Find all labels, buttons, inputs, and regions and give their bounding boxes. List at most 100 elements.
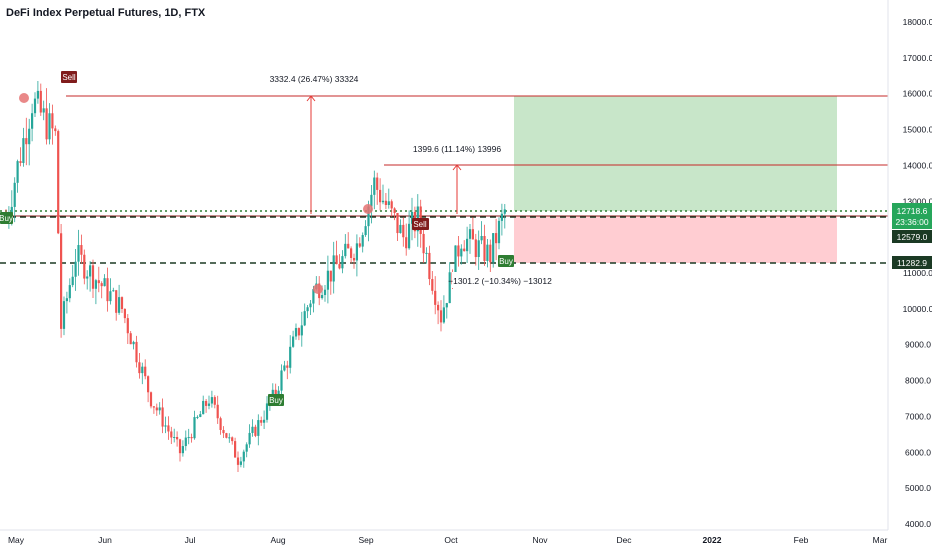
measure-label-3-text: −1301.2 (−10.34%) −13012 — [448, 276, 552, 286]
candle-body — [312, 289, 315, 304]
countdown-text: 23:36:00 — [895, 217, 928, 227]
candle-body — [361, 235, 364, 247]
candle-body — [500, 213, 503, 221]
candle-body — [503, 209, 506, 214]
candle-body — [283, 365, 286, 371]
candle-body — [306, 307, 309, 312]
candle-body — [120, 297, 124, 310]
candle-body — [486, 244, 489, 261]
candle-body — [332, 255, 335, 282]
candle-body — [309, 303, 312, 308]
candle-body — [129, 333, 132, 345]
candle-body — [242, 451, 245, 462]
candle-body — [326, 270, 329, 290]
candle-body — [344, 243, 347, 257]
candle-body — [376, 177, 379, 190]
candle-body — [25, 138, 28, 145]
candle-body — [495, 233, 498, 244]
price-tick-label: 8000.0 — [905, 376, 931, 386]
time-scale[interactable]: May Jun Jul Aug Sep Oct Nov Dec 2022 Feb Mar — [0, 529, 888, 545]
time-tick-label: 2022 — [703, 535, 722, 545]
candle-body — [442, 307, 445, 323]
candle-body — [239, 461, 242, 465]
buy-signal-2[interactable]: Buy — [268, 394, 284, 406]
price-tick-label: 10000.0 — [903, 304, 932, 314]
candle-body — [36, 90, 39, 99]
sell-signal-1[interactable]: Sell — [61, 71, 77, 83]
candle-body — [251, 426, 254, 433]
measure-arrowhead-1 — [306, 95, 316, 102]
candle-body — [173, 436, 176, 438]
candle-body — [300, 325, 303, 336]
time-tick-label: Dec — [616, 535, 632, 545]
candle-body — [228, 437, 231, 439]
candle-body — [138, 362, 141, 374]
candle-body — [335, 255, 338, 265]
buy-signal-1[interactable]: Buy — [0, 212, 13, 224]
price-tick-label: 4000.0 — [905, 519, 931, 529]
candle-body — [410, 211, 414, 224]
last-price-label: 12718.6 23:36:00 — [892, 203, 932, 229]
candle-body — [196, 416, 199, 418]
candle-body — [190, 437, 193, 439]
buy-signal-3[interactable]: Buy — [498, 255, 514, 267]
candle-body — [149, 392, 153, 407]
candle-body — [210, 397, 213, 404]
candle-body — [213, 397, 216, 405]
candle-body — [448, 272, 451, 304]
svg-text:Buy: Buy — [499, 257, 513, 266]
candle-body — [155, 407, 158, 411]
candle-body — [222, 429, 225, 434]
candle-body — [289, 346, 292, 368]
candle-body — [236, 457, 240, 465]
candle-body — [477, 240, 480, 258]
candle-body — [147, 376, 150, 393]
candle-body — [65, 298, 68, 302]
candle-body — [123, 309, 126, 319]
candle-body — [176, 436, 179, 440]
candle-body — [370, 194, 373, 207]
candle-body — [323, 289, 327, 296]
candle-body — [202, 400, 205, 415]
candle-body — [408, 223, 411, 249]
candle-body — [74, 261, 77, 277]
price-scale[interactable]: 18000.0 17000.0 16000.0 15000.0 14000.0 13000… — [887, 0, 932, 530]
time-tick-label: Feb — [794, 535, 809, 545]
candle-body — [112, 290, 115, 292]
candle-body — [19, 161, 22, 164]
candle-body — [277, 390, 280, 394]
price-tick-label: 5000.0 — [905, 483, 931, 493]
candle-body — [193, 417, 196, 439]
candle-body — [115, 290, 118, 313]
sell-signal-2[interactable]: Sell — [412, 218, 429, 230]
candle-body — [167, 425, 170, 432]
candle-body — [60, 233, 63, 329]
candle-body — [280, 370, 283, 391]
candle-body — [379, 189, 382, 203]
candle-body — [329, 270, 332, 282]
candle-body — [381, 200, 385, 203]
candle-body — [497, 220, 501, 244]
candle-body — [231, 437, 234, 442]
candle-body — [39, 90, 42, 113]
candle-body — [118, 297, 121, 313]
candle-body — [91, 265, 95, 289]
candle-body — [51, 113, 54, 129]
time-tick-label: Nov — [532, 535, 548, 545]
candle-body — [321, 295, 324, 299]
price-tick-label: 14000.0 — [903, 160, 932, 170]
candle-body — [161, 407, 164, 427]
candle-body — [367, 206, 370, 227]
candle-body — [387, 201, 390, 205]
price-tick-label: 13000.0 — [903, 196, 932, 206]
candle-body — [373, 177, 376, 195]
candle-body — [437, 304, 440, 311]
price-tick-label: 6000.0 — [905, 447, 931, 457]
candle-body — [100, 283, 103, 287]
marker-circle-2 — [363, 204, 373, 214]
candle-body — [474, 239, 477, 258]
candle-body — [68, 285, 71, 299]
candle-body — [216, 404, 219, 419]
